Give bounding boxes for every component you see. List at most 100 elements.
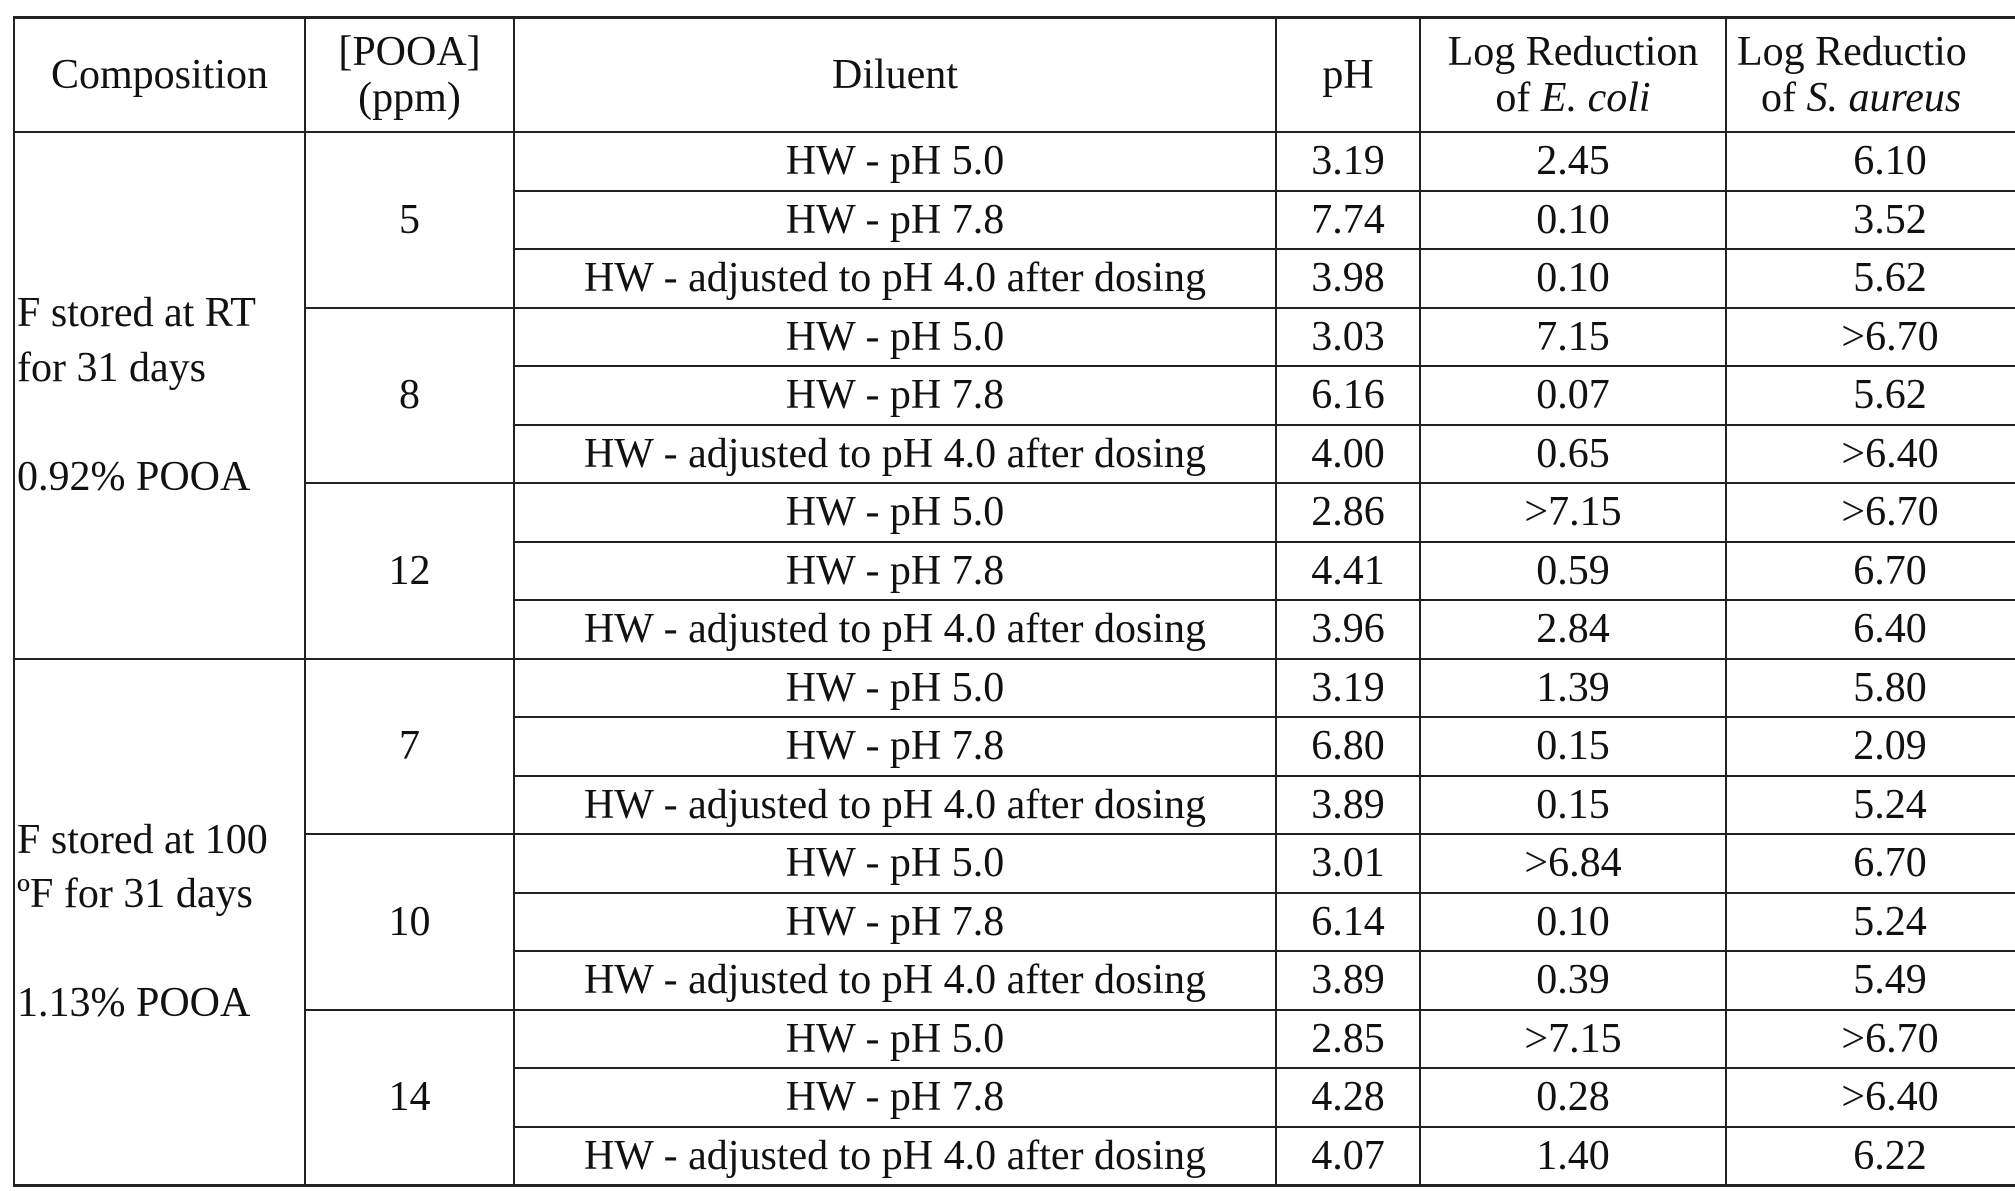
ph-cell: 2.86 (1276, 483, 1420, 542)
ecoli-cell: 0.59 (1420, 542, 1726, 601)
diluent-cell: HW - pH 7.8 (514, 1068, 1276, 1127)
header-ecoli: Log Reductionof E. coli (1420, 18, 1726, 133)
saureus-cell: 6.40 (1726, 600, 2015, 659)
saureus-cell: >6.70 (1726, 1010, 2015, 1069)
saureus-cell: 6.70 (1726, 834, 2015, 893)
diluent-cell: HW - adjusted to pH 4.0 after dosing (514, 600, 1276, 659)
saureus-cell: 5.62 (1726, 366, 2015, 425)
header-composition: Composition (14, 18, 305, 133)
ecoli-cell: 7.15 (1420, 308, 1726, 367)
header-diluent: Diluent (514, 18, 1276, 133)
diluent-cell: HW - adjusted to pH 4.0 after dosing (514, 951, 1276, 1010)
pooa-cell: 14 (305, 1010, 514, 1186)
saureus-cell: 5.24 (1726, 776, 2015, 835)
ph-cell: 6.16 (1276, 366, 1420, 425)
diluent-cell: HW - pH 7.8 (514, 893, 1276, 952)
ph-cell: 4.00 (1276, 425, 1420, 484)
ph-cell: 3.98 (1276, 249, 1420, 308)
diluent-cell: HW - adjusted to pH 4.0 after dosing (514, 776, 1276, 835)
diluent-cell: HW - pH 7.8 (514, 191, 1276, 250)
header-ecoli-name: E. coli (1541, 75, 1651, 121)
header-ecoli-line1: Log Reduction (1448, 29, 1699, 75)
diluent-cell: HW - adjusted to pH 4.0 after dosing (514, 1127, 1276, 1186)
diluent-cell: HW - pH 5.0 (514, 308, 1276, 367)
header-saureus-line1: Log Reductio (1737, 29, 1967, 75)
diluent-cell: HW - pH 7.8 (514, 542, 1276, 601)
pooa-cell: 5 (305, 132, 514, 308)
ecoli-cell: 2.45 (1420, 132, 1726, 191)
saureus-cell: 5.62 (1726, 249, 2015, 308)
diluent-cell: HW - pH 5.0 (514, 659, 1276, 718)
ecoli-cell: 0.39 (1420, 951, 1726, 1010)
table-row: F stored at RT for 31 days 0.92% POOA5HW… (14, 132, 2015, 191)
ecoli-cell: 1.39 (1420, 659, 1726, 718)
log-reduction-table: Composition [POOA](ppm) Diluent pH Log R… (13, 16, 2015, 1187)
ecoli-cell: 0.10 (1420, 893, 1726, 952)
table-row: 10HW - pH 5.03.01>6.846.70 (14, 834, 2015, 893)
ph-cell: 3.19 (1276, 132, 1420, 191)
saureus-cell: 5.49 (1726, 951, 2015, 1010)
header-saureus-of: of (1737, 75, 1807, 121)
saureus-cell: >6.40 (1726, 425, 2015, 484)
table-row: 12HW - pH 5.02.86>7.15>6.70 (14, 483, 2015, 542)
saureus-cell: 3.52 (1726, 191, 2015, 250)
ecoli-cell: 0.65 (1420, 425, 1726, 484)
diluent-cell: HW - pH 7.8 (514, 717, 1276, 776)
ph-cell: 4.41 (1276, 542, 1420, 601)
table-row: F stored at 100 ºF for 31 days 1.13% POO… (14, 659, 2015, 718)
saureus-cell: >6.70 (1726, 483, 2015, 542)
ph-cell: 4.28 (1276, 1068, 1420, 1127)
ecoli-cell: 1.40 (1420, 1127, 1726, 1186)
table-row: 8HW - pH 5.03.037.15>6.70 (14, 308, 2015, 367)
saureus-cell: 2.09 (1726, 717, 2015, 776)
saureus-cell: >6.40 (1726, 1068, 2015, 1127)
ecoli-cell: 2.84 (1420, 600, 1726, 659)
pooa-cell: 8 (305, 308, 514, 484)
saureus-cell: >6.70 (1726, 308, 2015, 367)
ph-cell: 7.74 (1276, 191, 1420, 250)
header-ecoli-of: of (1495, 75, 1541, 121)
ecoli-cell: >7.15 (1420, 1010, 1726, 1069)
ph-cell: 6.14 (1276, 893, 1420, 952)
ph-cell: 2.85 (1276, 1010, 1420, 1069)
saureus-cell: 6.22 (1726, 1127, 2015, 1186)
ecoli-cell: 0.10 (1420, 249, 1726, 308)
table-row: 14HW - pH 5.02.85>7.15>6.70 (14, 1010, 2015, 1069)
ph-cell: 3.89 (1276, 951, 1420, 1010)
ecoli-cell: 0.15 (1420, 776, 1726, 835)
diluent-cell: HW - pH 5.0 (514, 834, 1276, 893)
diluent-cell: HW - pH 7.8 (514, 366, 1276, 425)
header-pooa-line2: (ppm) (358, 75, 461, 121)
diluent-cell: HW - adjusted to pH 4.0 after dosing (514, 249, 1276, 308)
saureus-cell: 6.70 (1726, 542, 2015, 601)
header-ph: pH (1276, 18, 1420, 133)
composition-cell: F stored at 100 ºF for 31 days 1.13% POO… (14, 659, 305, 1186)
ecoli-cell: >7.15 (1420, 483, 1726, 542)
ecoli-cell: 0.07 (1420, 366, 1726, 425)
header-row: Composition [POOA](ppm) Diluent pH Log R… (14, 18, 2015, 133)
diluent-cell: HW - pH 5.0 (514, 132, 1276, 191)
ph-cell: 3.96 (1276, 600, 1420, 659)
diluent-cell: HW - pH 5.0 (514, 1010, 1276, 1069)
composition-cell: F stored at RT for 31 days 0.92% POOA (14, 132, 305, 659)
pooa-cell: 7 (305, 659, 514, 835)
table-body: F stored at RT for 31 days 0.92% POOA5HW… (14, 132, 2015, 1186)
saureus-cell: 6.10 (1726, 132, 2015, 191)
saureus-cell: 5.24 (1726, 893, 2015, 952)
results-table-container: Composition [POOA](ppm) Diluent pH Log R… (13, 16, 2015, 1187)
ecoli-cell: 0.15 (1420, 717, 1726, 776)
header-pooa: [POOA](ppm) (305, 18, 514, 133)
ph-cell: 3.19 (1276, 659, 1420, 718)
header-saureus: Log Reductioof S. aureus (1726, 18, 2015, 133)
diluent-cell: HW - pH 5.0 (514, 483, 1276, 542)
ph-cell: 3.01 (1276, 834, 1420, 893)
ecoli-cell: 0.28 (1420, 1068, 1726, 1127)
ph-cell: 6.80 (1276, 717, 1420, 776)
ecoli-cell: >6.84 (1420, 834, 1726, 893)
saureus-cell: 5.80 (1726, 659, 2015, 718)
ecoli-cell: 0.10 (1420, 191, 1726, 250)
header-saureus-name: S. aureus (1807, 75, 1962, 121)
pooa-cell: 12 (305, 483, 514, 659)
header-pooa-line1: [POOA] (338, 29, 480, 75)
ph-cell: 4.07 (1276, 1127, 1420, 1186)
